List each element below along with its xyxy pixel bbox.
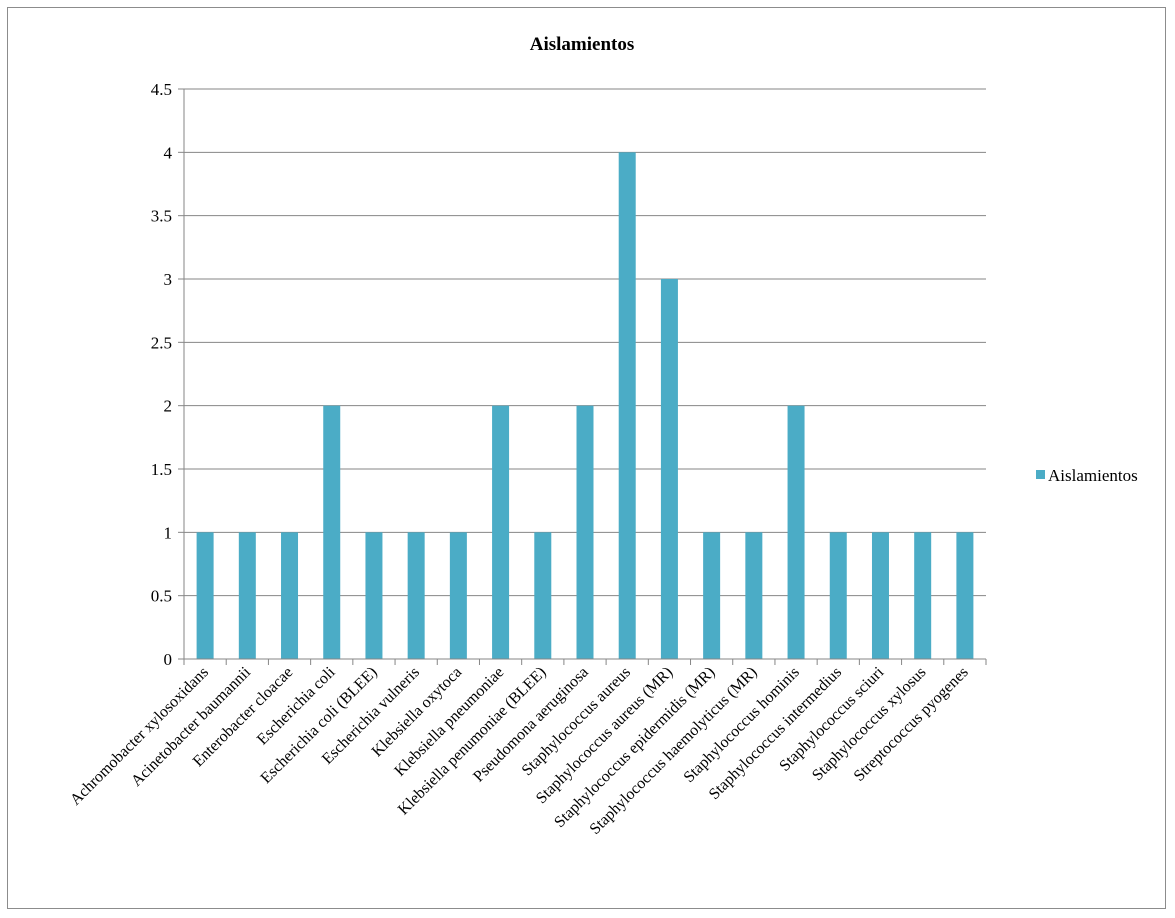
y-tick-label: 4	[164, 143, 173, 162]
bar	[407, 532, 425, 659]
bar	[449, 532, 467, 659]
bar	[534, 532, 552, 659]
gridlines	[178, 88, 986, 660]
x-axis-category-labels: Achromobacter xylosoxidansAcinetobacter …	[67, 663, 972, 838]
bar	[703, 532, 721, 659]
bar	[492, 405, 510, 659]
axes	[183, 89, 987, 665]
bar	[576, 405, 594, 659]
bar	[871, 532, 889, 659]
bar	[660, 279, 678, 659]
y-tick-label: 4.5	[151, 80, 172, 99]
bar	[323, 405, 341, 659]
y-tick-label: 3	[164, 270, 173, 289]
legend-swatch	[1036, 470, 1045, 479]
bars	[196, 152, 974, 660]
bar	[787, 405, 805, 659]
y-tick-label: 1.5	[151, 460, 172, 479]
y-tick-label: 1	[164, 523, 173, 542]
bar	[365, 532, 383, 659]
y-axis-tick-labels: 0 0.5 1 1.5 2 2.5 3 3.5 4 4.5	[151, 80, 173, 669]
bar	[238, 532, 256, 659]
y-tick-label: 0.5	[151, 587, 172, 606]
y-tick-label: 2.5	[151, 333, 172, 352]
bar	[196, 532, 214, 659]
chart-title: Aislamientos	[530, 34, 635, 55]
bar	[745, 532, 763, 659]
y-tick-label: 2	[164, 397, 173, 416]
bar	[829, 532, 847, 659]
legend: Aislamientos	[1036, 466, 1138, 485]
bar	[281, 532, 299, 659]
bar	[956, 532, 974, 659]
bar	[618, 152, 636, 660]
legend-label: Aislamientos	[1048, 466, 1138, 485]
bar	[914, 532, 932, 659]
y-tick-label: 0	[164, 650, 173, 669]
y-tick-label: 3.5	[151, 207, 172, 226]
